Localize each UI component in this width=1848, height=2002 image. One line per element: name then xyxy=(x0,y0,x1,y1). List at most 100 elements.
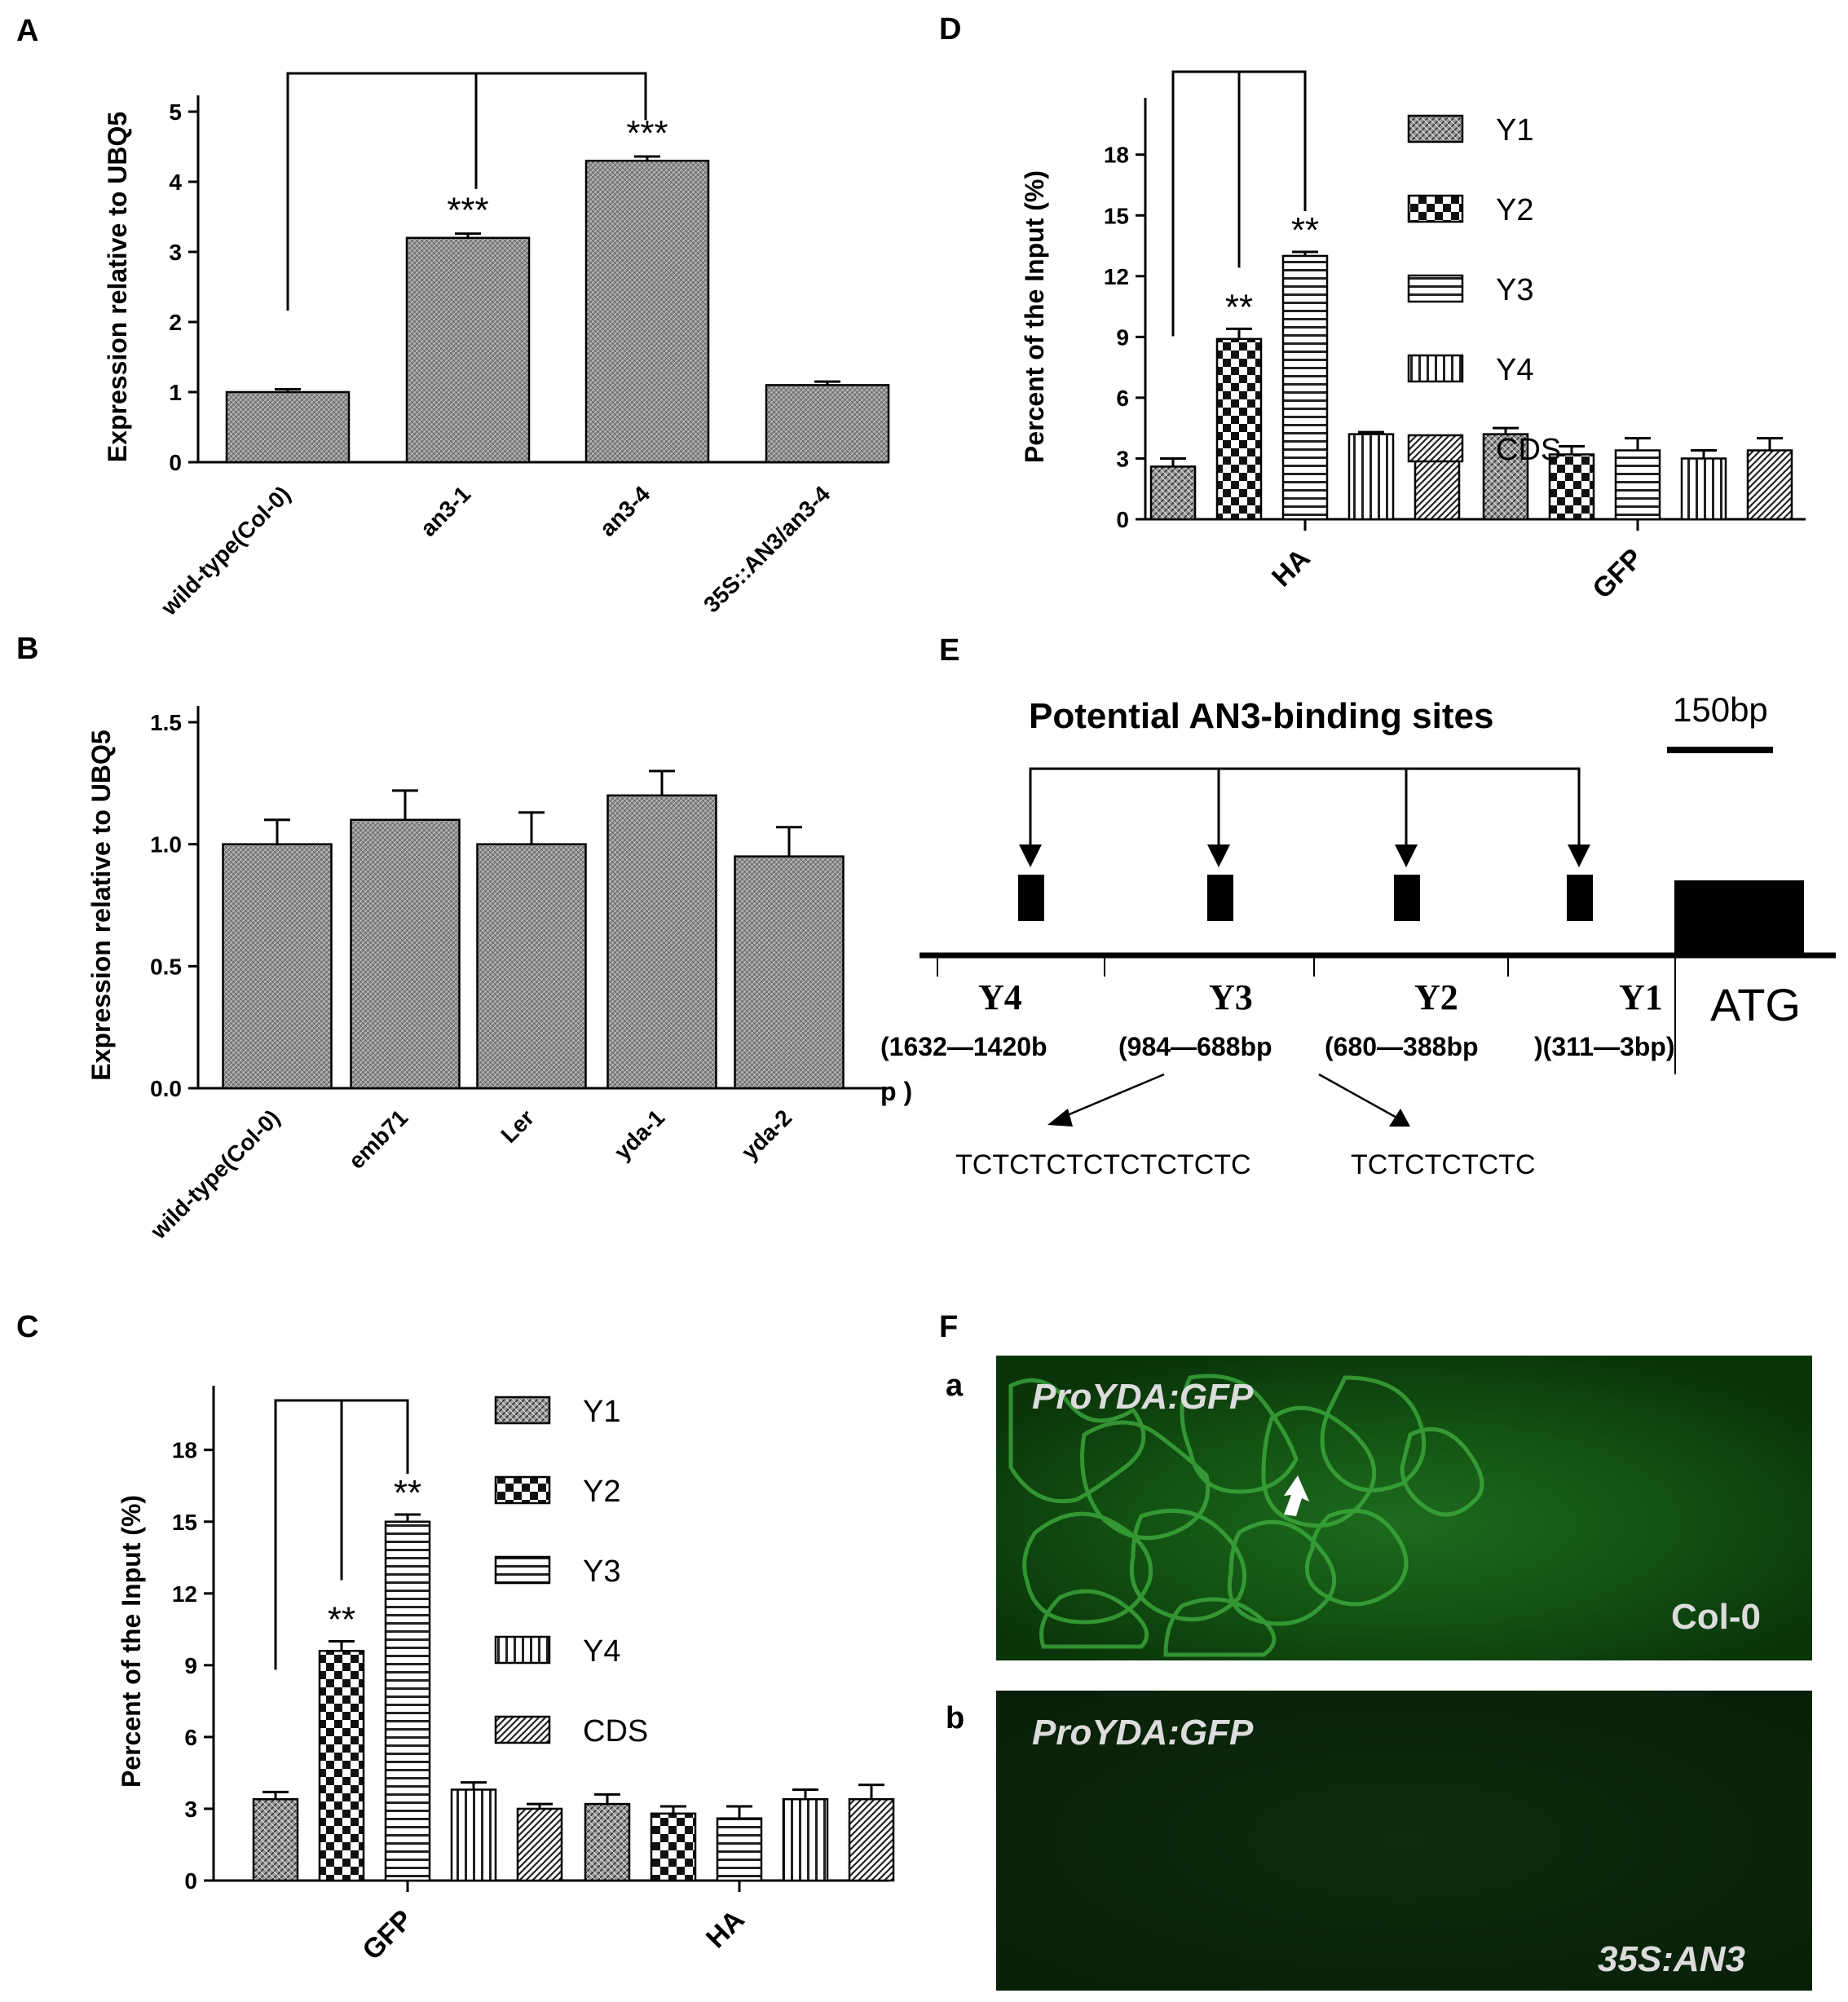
cell-outline xyxy=(1320,1375,1427,1493)
legend-label: Y3 xyxy=(583,1554,620,1589)
group-label: HA xyxy=(1266,543,1317,593)
legend-label: CDS xyxy=(1496,433,1561,467)
y-tick-label: 0.5 xyxy=(150,954,182,979)
panel-label-b: B xyxy=(16,632,38,666)
y-axis-label: Percent of the Input (%) xyxy=(117,1495,146,1788)
y-tick-label: 1.5 xyxy=(150,710,182,735)
bar xyxy=(225,390,351,464)
range-y3: (984—688bp xyxy=(1118,1032,1272,1061)
group-label: HA xyxy=(700,1904,751,1955)
binding-sites-title: Potential AN3-binding sites xyxy=(1029,696,1493,736)
y-tick-label: 3 xyxy=(184,1797,197,1822)
bar xyxy=(1215,337,1263,521)
cell-outline xyxy=(1304,1508,1409,1607)
y-tick-label: 5 xyxy=(169,99,182,125)
category-label: an3-4 xyxy=(595,481,655,541)
cell-outline xyxy=(1180,1374,1299,1494)
micrograph-label-a: a xyxy=(946,1369,964,1403)
chart-c: 0 3 6 9 12 15 18 Percent of the Input (%) ** ** GF… xyxy=(117,1386,895,1966)
arrowhead-y2 xyxy=(1395,844,1418,867)
legend-swatch xyxy=(1407,354,1464,383)
chart-d: 0 3 6 9 12 15 18 Percent of the Input (%) ** ** HA… xyxy=(1020,70,1806,605)
bar xyxy=(734,855,845,1090)
sequence-y3: TCTCTCTCTCTCTCTC xyxy=(955,1149,1251,1180)
significance-mark: ** xyxy=(1291,210,1319,250)
legend-label: Y2 xyxy=(583,1475,620,1509)
bar xyxy=(1149,465,1197,521)
binding-bracket xyxy=(1029,767,1581,848)
bar xyxy=(1414,457,1461,521)
legend-swatch xyxy=(494,1555,551,1585)
panel-label-d: D xyxy=(939,12,961,46)
y-tick-label: 1.0 xyxy=(150,832,182,858)
y-axis-label: Percent of the Input (%) xyxy=(1020,170,1049,463)
cell-outline xyxy=(1129,1508,1247,1622)
atg-label: ATG xyxy=(1710,979,1801,1030)
bar xyxy=(606,794,717,1090)
cell-outlines xyxy=(1008,1374,1484,1657)
bar xyxy=(252,1797,299,1882)
group-label: GFP xyxy=(356,1904,418,1966)
y-tick-label: 9 xyxy=(1116,324,1129,350)
micrograph-a-construct: ProYDA:GFP xyxy=(1032,1377,1254,1417)
y-tick-label: 0 xyxy=(184,1868,197,1894)
range-y1: )(311—3bp) xyxy=(1534,1032,1674,1061)
y-tick-label: 3 xyxy=(1116,446,1129,471)
sequence-y2: TCTCTCTCTC xyxy=(1351,1149,1536,1180)
legend-label: Y4 xyxy=(583,1634,620,1669)
arrowhead-y4 xyxy=(1019,844,1042,867)
panel-label-c: C xyxy=(16,1310,38,1344)
category-label: wild-type(Col-0) xyxy=(156,481,295,620)
legend-swatch xyxy=(1407,434,1464,463)
category-label: yda-1 xyxy=(610,1105,670,1165)
legend-label: Y2 xyxy=(1496,193,1533,227)
bar xyxy=(584,1802,631,1882)
region-y1: Y1 xyxy=(1619,977,1663,1017)
binding-site-y2 xyxy=(1394,875,1420,921)
legend-swatch xyxy=(1407,114,1464,143)
region-y2: Y2 xyxy=(1414,977,1458,1017)
comparison-bracket xyxy=(286,72,647,311)
y-tick-label: 4 xyxy=(169,170,182,195)
bar xyxy=(1746,449,1793,521)
legend-label: Y4 xyxy=(1496,353,1533,387)
range-y4: (1632—1420b xyxy=(880,1032,1047,1061)
y-tick-label: 2 xyxy=(169,310,182,335)
y-tick-label: 3 xyxy=(169,240,182,265)
bar xyxy=(450,1788,497,1882)
binding-site-y1 xyxy=(1567,875,1593,921)
bar xyxy=(765,384,890,464)
bar xyxy=(1548,453,1595,521)
micrograph-a-genotype: Col-0 xyxy=(1671,1597,1761,1637)
arrowhead-y3 xyxy=(1207,844,1230,867)
promoter-diagram: Potential AN3-binding sites 150bp Y4 Y3 … xyxy=(880,690,1836,1180)
cell-outline xyxy=(1039,1589,1149,1649)
group-label: GFP xyxy=(1586,543,1648,605)
category-label: 35S::AN3/an3-4 xyxy=(699,481,835,617)
bar xyxy=(476,843,587,1090)
significance-mark: ** xyxy=(394,1473,421,1513)
legend-label: CDS xyxy=(583,1714,648,1748)
panel-label-a: A xyxy=(16,14,38,48)
legend-swatch xyxy=(1407,274,1464,303)
micrograph-b-construct: ProYDA:GFP xyxy=(1032,1713,1254,1753)
category-label: wild-type(Col-0) xyxy=(145,1105,284,1244)
y-tick-label: 0 xyxy=(1116,507,1129,532)
bar xyxy=(1347,433,1395,521)
bar xyxy=(650,1812,697,1882)
arrow-icon xyxy=(1284,1475,1309,1516)
micrograph-label-b: b xyxy=(946,1701,964,1735)
bar xyxy=(584,159,710,464)
arrowhead-y1 xyxy=(1568,844,1590,867)
legend-swatch xyxy=(1407,194,1464,223)
range-wrap: p ) xyxy=(880,1077,912,1106)
chart-b: 0.0 0.5 1.0 1.5 Expression relative to UBQ5 w… xyxy=(86,706,889,1244)
y-axis-label: Expression relative to UBQ5 xyxy=(86,730,116,1080)
sequence-arrowhead-right xyxy=(1389,1109,1410,1127)
bar xyxy=(1281,254,1329,521)
binding-site-y3 xyxy=(1207,875,1233,921)
micrograph-b-image xyxy=(996,1691,1812,1991)
bar xyxy=(516,1807,563,1882)
bar xyxy=(782,1797,829,1882)
scale-label: 150bp xyxy=(1673,690,1768,729)
